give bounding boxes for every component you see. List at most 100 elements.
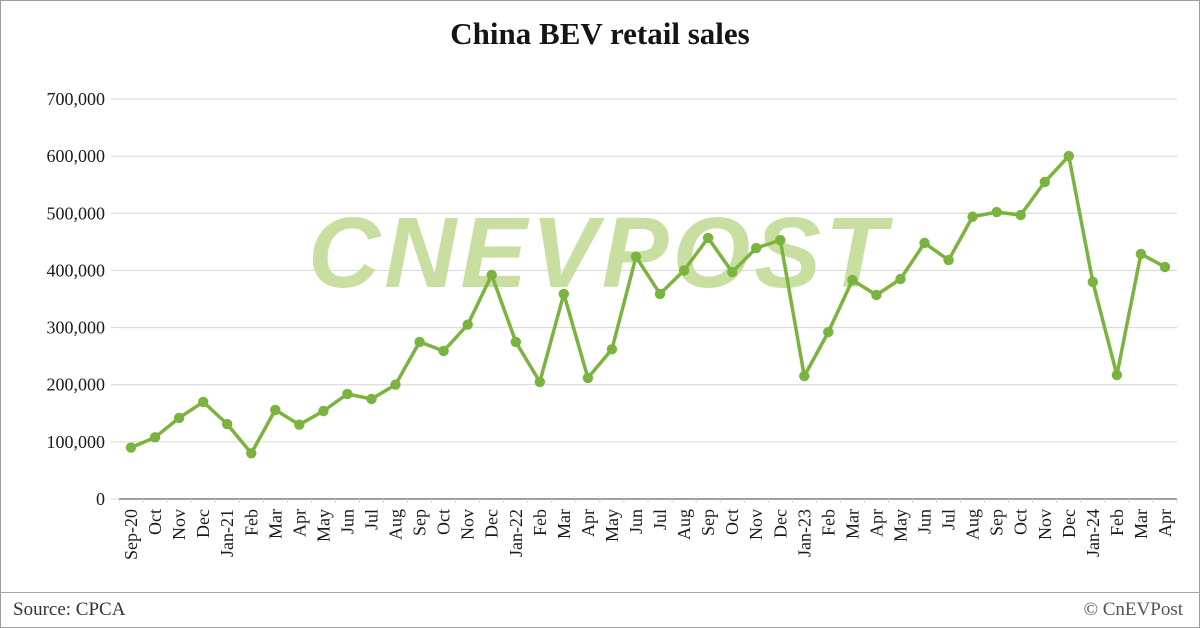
x-axis-label: Jun [337,509,357,534]
x-axis-label: Sep [698,509,718,536]
data-point [270,404,281,416]
copyright-label: © CnEVPost [1083,599,1183,620]
x-axis-label: Mar [1131,509,1151,539]
x-axis-label: Jan-23 [794,509,814,557]
data-point [1063,150,1075,162]
x-axis-label: Jun [626,509,646,534]
chart-footer: Source: CPCA © CnEVPost [1,592,1199,627]
data-point [125,442,137,453]
x-axis-label: Aug [963,509,983,540]
x-axis-label: Feb [818,509,838,536]
data-point [871,289,882,301]
x-axis-label: Feb [530,509,550,536]
x-axis-label: Oct [1011,509,1031,535]
data-point [342,388,353,400]
data-point [799,370,810,382]
x-axis-label: Feb [241,509,261,536]
source-label: Source: CPCA [13,599,126,620]
chart-title: China BEV retail sales [450,16,750,51]
x-axis-label: May [891,509,911,542]
data-point [654,288,666,300]
data-point [414,336,425,348]
x-axis-label: Mar [265,509,285,539]
x-axis-label: Oct [434,509,454,535]
x-axis-label: Mar [842,509,862,539]
data-point [919,237,930,249]
x-axis-label: Mar [554,509,574,539]
data-point [173,412,185,424]
x-axis-label: Sep-20 [121,509,141,560]
y-axis-label: 600,000 [47,146,106,166]
x-axis-label: Apr [1155,509,1175,537]
data-point [678,265,690,276]
data-point [1159,261,1171,273]
data-point [198,396,209,408]
data-point [606,344,618,355]
x-axis-label: Apr [289,509,309,537]
x-axis-label: Apr [866,509,886,537]
x-axis-label: May [602,509,622,542]
data-point [318,405,329,417]
data-point [943,254,954,266]
x-axis-label: Sep [410,509,430,536]
y-axis-label: 100,000 [47,432,106,452]
data-point [991,206,1002,218]
data-point [1039,176,1051,188]
y-axis-label: 700,000 [47,89,106,109]
x-axis-label: Dec [193,509,213,538]
x-axis-label: Jul [939,509,959,530]
x-axis-label: Apr [578,509,598,537]
y-axis-label: 200,000 [47,375,106,395]
x-axis-label: Nov [169,509,189,540]
data-point [1111,369,1123,381]
x-axis-label: Nov [1035,509,1055,540]
x-axis-label: Jul [362,509,382,530]
x-axis-label: Dec [1059,509,1079,538]
x-axis-label: Jun [915,509,935,534]
x-axis-label: Nov [458,509,478,540]
data-point [222,418,233,430]
data-point [823,326,834,338]
data-point [1135,248,1147,260]
data-point [702,232,714,244]
data-point [462,319,473,330]
x-axis-label: Jan-22 [506,509,526,557]
data-point [630,251,642,262]
data-point [775,234,786,246]
data-point [895,273,906,285]
data-point [510,336,521,348]
x-axis-label: Aug [674,509,694,540]
data-point [534,376,545,388]
x-axis-label: Dec [482,509,502,538]
data-point [246,448,257,459]
data-point [967,211,978,222]
y-axis-label: 300,000 [47,318,106,338]
y-axis-label: 0 [96,489,105,509]
x-axis-label: Oct [722,509,742,535]
x-axis-label: Oct [145,509,165,535]
x-axis-label: Nov [746,509,766,540]
data-point [149,432,161,443]
data-point [751,242,762,254]
data-point [1015,209,1026,221]
x-axis-label: Jan-21 [217,509,237,557]
x-axis-label: Feb [1107,509,1127,536]
cnevpost-watermark-text: CNEVPOST [308,197,894,309]
y-axis-label: 400,000 [47,260,106,280]
data-point [582,372,594,384]
data-point [438,345,449,357]
y-axis-label: 500,000 [47,203,106,223]
data-point [294,419,305,430]
x-axis-label: May [313,509,333,542]
x-axis-label: Dec [770,509,790,538]
data-point [486,269,497,281]
bev-retail-sales-line-chart: 0 100,000 200,000 300,000 400,000 500,000 600,… [47,89,1178,560]
x-axis-label: Aug [386,509,406,540]
data-point [1087,276,1099,288]
x-axis-label: Sep [987,509,1007,536]
data-point [390,379,401,390]
data-point [558,288,569,300]
data-point [727,266,738,278]
x-axis-label: Jan-24 [1083,509,1103,557]
